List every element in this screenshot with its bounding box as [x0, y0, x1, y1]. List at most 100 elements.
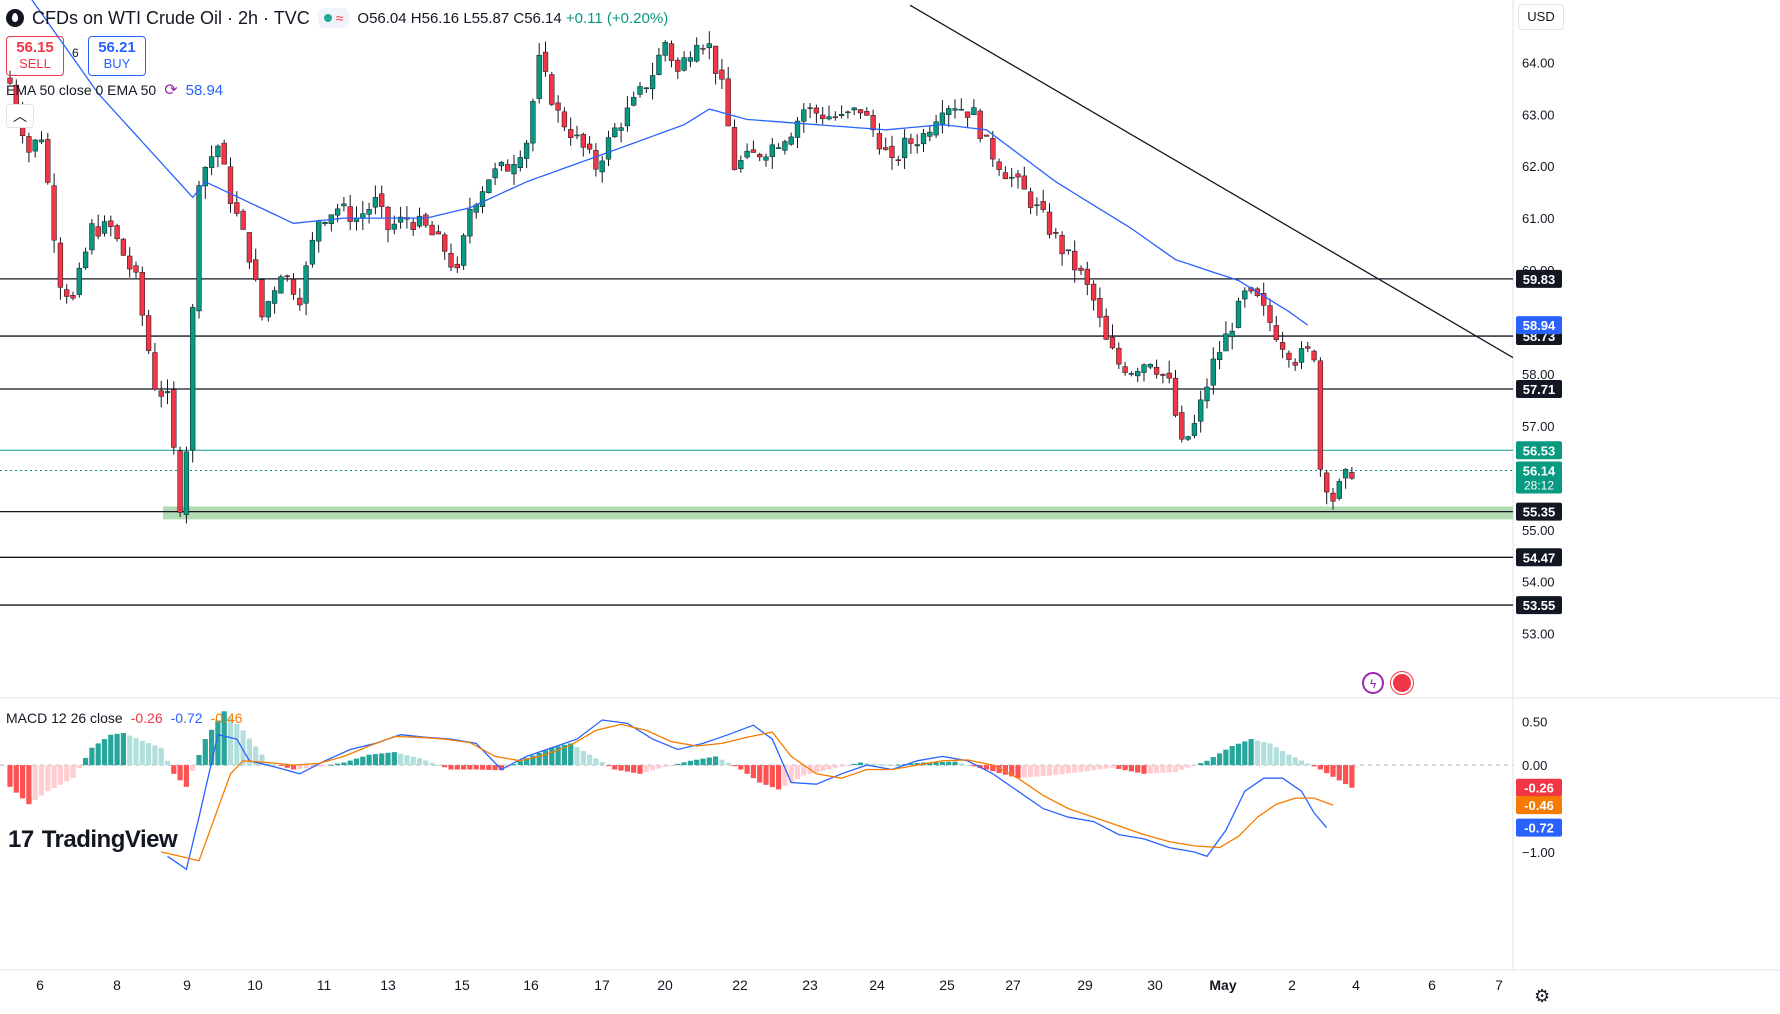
- macd-hist-bar: [423, 760, 429, 766]
- macd-hist-bar: [391, 752, 397, 766]
- spread-value: 6: [72, 46, 79, 60]
- macd-price-label: -0.46: [1516, 796, 1562, 815]
- candle: [379, 193, 385, 207]
- macd-hist-bar: [845, 765, 851, 767]
- candle: [763, 156, 769, 161]
- candle: [788, 136, 794, 145]
- macd-hist-bar: [738, 765, 744, 770]
- macd-hist-bar: [675, 763, 681, 766]
- collapse-legend-button[interactable]: ︿: [6, 104, 34, 128]
- buy-button[interactable]: 56.21 BUY: [88, 36, 146, 76]
- macd-hist-bar: [939, 762, 945, 766]
- macd-hist-bar: [183, 765, 189, 787]
- tradingview-logo[interactable]: 17 TradingView: [8, 826, 178, 854]
- macd-hist-bar: [45, 765, 51, 792]
- macd-hist-bar: [479, 765, 486, 770]
- macd-hist-bar: [511, 764, 517, 766]
- level-label-bg: [1516, 502, 1562, 521]
- candle: [1160, 374, 1166, 376]
- candle: [64, 289, 70, 297]
- candle: [838, 114, 845, 117]
- candle: [946, 108, 952, 115]
- candle: [95, 226, 101, 237]
- candle: [568, 129, 574, 139]
- macd-legend[interactable]: MACD 12 26 close -0.26 -0.72 -0.46: [6, 710, 242, 726]
- candle: [1040, 201, 1046, 210]
- candle: [920, 133, 927, 145]
- macd-hist-bar: [1311, 765, 1317, 767]
- level-label: 53.55: [1516, 596, 1562, 615]
- macd-hist-bar: [328, 764, 334, 766]
- candle: [1267, 305, 1273, 323]
- candle: [429, 224, 435, 236]
- macd-hist-bar: [1040, 765, 1046, 777]
- macd-hist-bar: [599, 762, 605, 766]
- time-tick-label: 17: [594, 977, 610, 993]
- candle: [290, 279, 297, 295]
- symbol-title[interactable]: CFDs on WTI Crude Oil · 2h · TVC: [32, 7, 310, 28]
- candle: [549, 74, 555, 105]
- candle: [1027, 191, 1034, 208]
- level-label: 59.83: [1516, 269, 1562, 288]
- macd-hist-bar: [1122, 765, 1128, 771]
- macd-line-value: -0.72: [170, 710, 203, 726]
- time-tick-label: 20: [657, 977, 673, 993]
- candle: [1147, 363, 1153, 368]
- macd-hist-bar: [883, 764, 889, 766]
- candle: [1210, 358, 1216, 386]
- macd-hist-bar: [360, 756, 366, 766]
- macd-hist-bar: [568, 743, 574, 766]
- candle: [631, 97, 637, 106]
- macd-hist-bar: [1235, 743, 1242, 766]
- ohlc-text: O56.04 H56.16 L55.87 C56.14: [357, 9, 562, 27]
- macd-hist-bar: [706, 757, 712, 766]
- macd-hist-bar: [442, 765, 448, 768]
- macd-hist-bar: [946, 761, 952, 766]
- market-status[interactable]: ≈: [317, 8, 350, 28]
- us-flag-event-icon[interactable]: [1391, 672, 1413, 694]
- candle: [265, 301, 271, 318]
- sell-label: SELL: [19, 56, 51, 71]
- currency-selector[interactable]: USD: [1518, 4, 1564, 30]
- candle: [259, 279, 265, 318]
- macd-hist-bar: [530, 755, 536, 766]
- macd-hist-bar: [454, 765, 460, 770]
- macd-hist-bar: [309, 765, 315, 768]
- sell-button[interactable]: 56.15 SELL: [6, 36, 64, 76]
- macd-hist-bar: [146, 743, 152, 766]
- candle: [555, 102, 561, 111]
- oil-drop-icon[interactable]: [6, 9, 24, 27]
- candle: [813, 107, 820, 114]
- candle: [114, 225, 120, 239]
- candle: [51, 185, 57, 241]
- price-label-bg: [1516, 316, 1562, 335]
- macd-hist-bar: [637, 765, 643, 774]
- candle: [152, 352, 158, 390]
- price-change: +0.11 (+0.20%): [565, 9, 669, 27]
- candle: [316, 220, 322, 242]
- macd-hist-bar: [750, 765, 756, 779]
- time-tick-label: 8: [113, 977, 121, 993]
- candle: [57, 242, 64, 288]
- candle: [89, 223, 95, 251]
- lightning-event-icon[interactable]: ϟ: [1362, 672, 1384, 694]
- macd-hist-bar: [1248, 739, 1254, 766]
- settings-gear-icon[interactable]: ⚙: [1534, 986, 1551, 1006]
- macd-hist-bar: [64, 765, 70, 782]
- macd-price-label-bg: [1516, 818, 1562, 837]
- candle: [1204, 386, 1210, 402]
- ema-legend[interactable]: EMA 50 close 0 EMA 50 ⟳ 58.94: [6, 80, 223, 100]
- macd-hist-bar: [1254, 740, 1260, 766]
- candle: [1078, 267, 1084, 271]
- candle: [1021, 175, 1027, 190]
- candle: [706, 43, 712, 49]
- buy-price: 56.21: [98, 39, 136, 56]
- refresh-icon[interactable]: ⟳: [164, 82, 178, 99]
- macd-hist-bar: [353, 758, 360, 766]
- macd-hist-bar: [1009, 765, 1015, 777]
- candle: [864, 111, 870, 116]
- macd-hist-bar: [1065, 765, 1071, 774]
- candle: [1311, 350, 1317, 361]
- macd-signal-line: [161, 723, 1334, 862]
